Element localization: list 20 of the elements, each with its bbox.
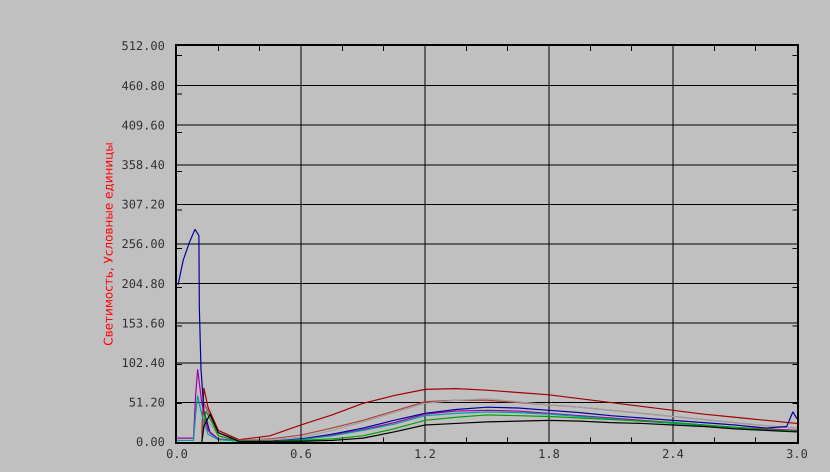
- y-tick-label: 51.20: [128, 396, 165, 410]
- y-axis-title: Светимость, Условные единицы: [101, 142, 116, 346]
- x-tick-label: 0.6: [290, 447, 312, 462]
- y-tick-label: 102.40: [121, 356, 165, 370]
- line-series: [201, 387, 797, 440]
- y-tick-label: 0.00: [136, 435, 165, 450]
- y-tick-label: 409.60: [121, 118, 165, 132]
- y-tick-label: 153.60: [121, 316, 165, 330]
- y-tick-label: 460.80: [121, 78, 165, 93]
- line-series: [177, 228, 797, 442]
- x-tick-label: 2.4: [662, 447, 684, 462]
- y-tick-label: 512.00: [121, 39, 165, 54]
- y-tick-label: 204.80: [121, 276, 165, 291]
- x-tick-label: 1.8: [538, 447, 560, 462]
- x-tick-label: 0.0: [166, 447, 188, 462]
- y-tick-label: 256.00: [121, 237, 165, 252]
- y-tick-label: 307.20: [121, 198, 165, 212]
- x-tick-label: 1.2: [414, 447, 436, 462]
- y-tick-label: 358.40: [121, 158, 165, 172]
- x-tick-label: 3.0: [786, 447, 808, 462]
